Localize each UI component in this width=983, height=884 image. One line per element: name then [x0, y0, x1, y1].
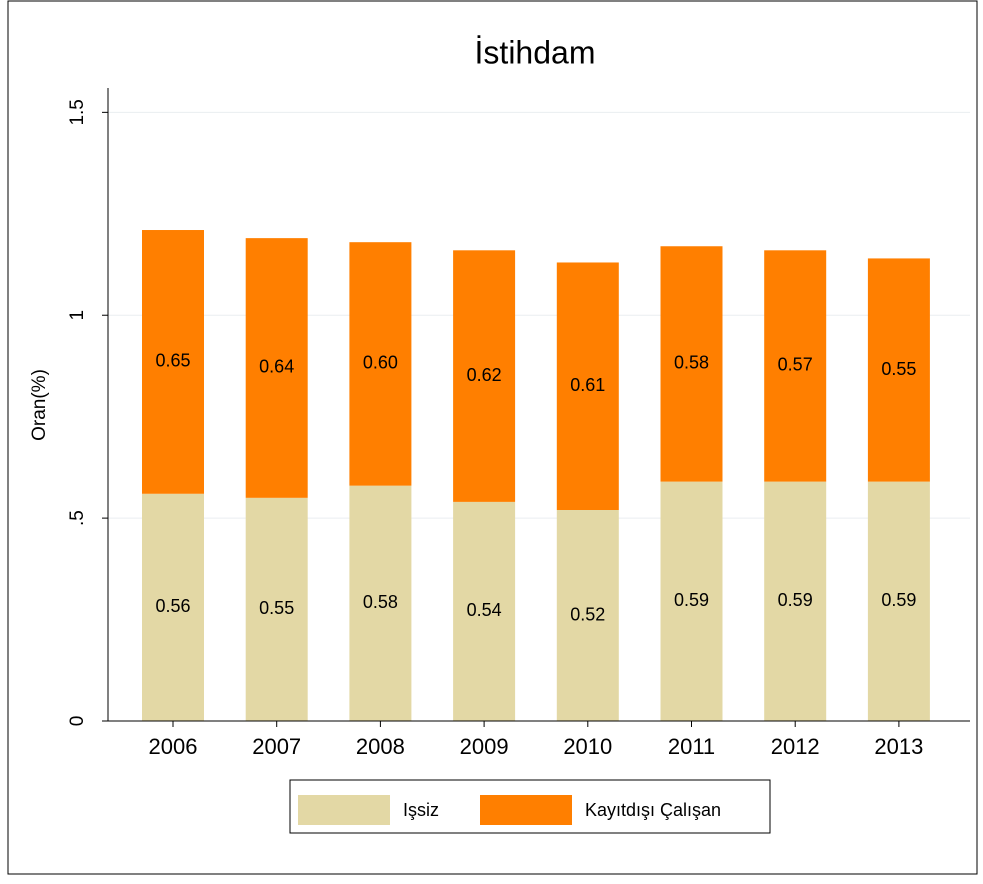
y-tick-label: 1.5 — [67, 99, 88, 125]
value-label: 0.56 — [155, 596, 190, 616]
bar-segment — [867, 258, 930, 482]
value-label: 0.55 — [259, 598, 294, 618]
x-tick-label: 2013 — [874, 734, 923, 759]
x-tick-label: 2007 — [252, 734, 301, 759]
x-tick-label: 2012 — [771, 734, 820, 759]
x-tick-label: 2009 — [460, 734, 509, 759]
value-label: 0.58 — [363, 592, 398, 612]
y-tick-label: 0 — [67, 716, 88, 727]
bar-segment — [660, 481, 723, 721]
bar-segment — [453, 501, 516, 721]
x-tick-label: 2006 — [149, 734, 198, 759]
y-tick-label: 1 — [67, 310, 88, 321]
bar-segment — [764, 481, 827, 721]
legend-swatch — [298, 795, 390, 825]
value-label: 0.62 — [467, 365, 502, 385]
bar-segment — [349, 242, 412, 486]
value-label: 0.54 — [467, 600, 502, 620]
chart-title: İstihdam — [475, 34, 596, 70]
value-label: 0.60 — [363, 353, 398, 373]
value-label: 0.59 — [881, 590, 916, 610]
legend-swatch — [480, 795, 572, 825]
legend-label: Işsiz — [403, 800, 439, 820]
bar-segment — [660, 246, 723, 482]
y-tick-label: .5 — [67, 510, 88, 526]
value-label: 0.64 — [259, 357, 294, 377]
bar-segment — [556, 262, 619, 510]
x-tick-label: 2010 — [563, 734, 612, 759]
bar-segment — [142, 230, 204, 494]
value-label: 0.65 — [155, 351, 190, 371]
bar-segment — [245, 238, 308, 498]
x-tick-label: 2011 — [668, 734, 715, 759]
value-label: 0.59 — [674, 590, 709, 610]
value-label: 0.57 — [778, 355, 813, 375]
legend-label: Kayıtdışı Çalışan — [585, 800, 721, 820]
bar-segment — [556, 510, 619, 721]
value-label: 0.55 — [881, 359, 916, 379]
bar-segment — [453, 250, 516, 502]
bar-segment — [245, 497, 308, 721]
bar-segment — [142, 493, 204, 721]
bar-segment — [867, 481, 930, 721]
x-tick-label: 2008 — [356, 734, 405, 759]
y-axis-label: Oran(%) — [29, 369, 50, 441]
value-label: 0.58 — [674, 353, 709, 373]
value-label: 0.52 — [570, 604, 605, 624]
value-label: 0.61 — [570, 375, 605, 395]
bar-segment — [349, 485, 412, 721]
bar-segment — [764, 250, 827, 482]
value-label: 0.59 — [778, 590, 813, 610]
